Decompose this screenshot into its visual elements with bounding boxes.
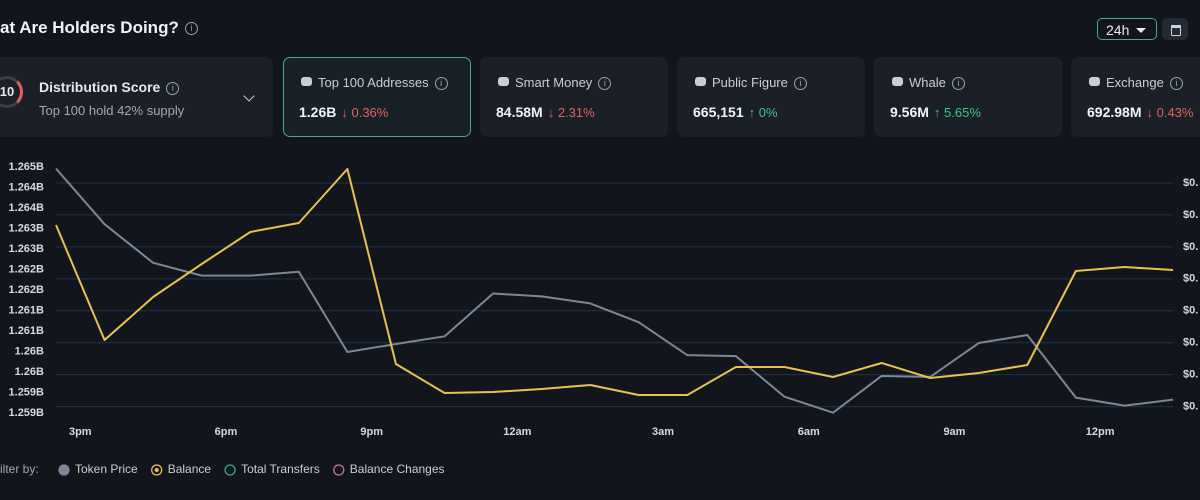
y-tick-label: 1.264B [9,202,45,214]
legend-marker[interactable] [151,464,163,476]
info-icon[interactable]: i [184,22,198,36]
holder-card[interactable]: Exchange i 692.98M ↓ 0.43% [1071,57,1200,137]
card-label: Top 100 Addresses i [318,75,448,91]
y-tick-label: 1.262B [9,284,45,296]
y2-tick-label: $0. [1183,241,1198,253]
y-tick-label: 1.264B [9,181,45,193]
card-label: Smart Money i [515,75,612,91]
distribution-card[interactable]: 10 Distribution Score i Top 100 hold 42% … [0,57,273,137]
y-tick-label: 1.26B [15,366,44,378]
card-label-text: Public Figure [712,75,788,90]
card-change: ↑ 0% [748,105,778,120]
info-icon[interactable]: i [793,77,807,91]
y-tick-label: 1.263B [9,243,45,255]
card-label: Public Figure i [712,75,807,91]
y-tick-label: 1.259B [9,407,45,419]
legend-title: ilter by: [0,462,39,476]
legend-marker[interactable] [224,464,236,476]
card-label-text: Smart Money [515,75,593,90]
info-icon[interactable]: i [951,77,965,91]
title-text: at Are Holders Doing? [0,18,179,37]
x-tick-label: 6am [798,426,820,438]
card-icon [892,77,903,86]
series-line [55,168,1174,397]
card-change: ↑ 5.65% [933,105,981,120]
y2-tick-label: $0. [1183,209,1198,221]
y2-tick-label: $0. [1183,273,1198,285]
card-value-text: 9.56M [890,104,929,120]
y2-tick-label: $0. [1183,305,1198,317]
card-value-text: 1.26B [299,104,337,120]
card-value-text: 692.98M [1087,104,1142,120]
card-label-text: Exchange [1106,75,1164,90]
x-tick-label: 9pm [360,426,383,438]
card-label-text: Whale [909,75,946,90]
holder-card[interactable]: Whale i 9.56M ↑ 5.65% [874,57,1062,137]
card-change: ↓ 0.43% [1146,105,1194,120]
card-value: 84.58M ↓ 2.31% [496,104,595,120]
card-value: 1.26B ↓ 0.36% [299,104,388,120]
card-label: Exchange i [1106,75,1183,91]
y2-tick-label: $0. [1183,177,1198,189]
distribution-title-text: Distribution Score [39,79,161,95]
y2-tick-label: $0. [1183,337,1198,349]
calendar-button[interactable] [1162,18,1188,40]
y-tick-label: 1.26B [15,345,44,357]
y-tick-label: 1.262B [9,263,45,275]
distribution-title: Distribution Score i [39,79,180,95]
holder-card[interactable]: Public Figure i 665,151 ↑ 0% [677,57,865,137]
card-value-text: 84.58M [496,104,543,120]
holder-card[interactable]: Smart Money i 84.58M ↓ 2.31% [480,57,668,137]
card-change: ↓ 0.36% [341,105,389,120]
legend-marker[interactable] [333,464,345,476]
legend-label[interactable]: Token Price [75,462,138,476]
y-tick-label: 1.263B [9,222,45,234]
info-icon[interactable]: i [434,77,448,91]
info-icon[interactable]: i [1169,77,1183,91]
x-tick-label: 3am [652,426,674,438]
y-tick-label: 1.261B [9,304,45,316]
series-line [55,167,1174,414]
card-label-text: Top 100 Addresses [318,75,429,90]
period-dropdown[interactable]: 24h [1097,18,1157,40]
card-icon [695,77,706,86]
legend-label[interactable]: Total Transfers [241,462,320,476]
card-icon [301,77,312,86]
legend-marker[interactable] [58,464,70,476]
x-tick-label: 3pm [69,426,92,438]
card-icon [1089,77,1100,86]
x-tick-label: 12am [503,426,531,438]
distribution-subtitle: Top 100 hold 42% supply [39,103,185,118]
x-tick-label: 12pm [1086,426,1115,438]
card-value: 9.56M ↑ 5.65% [890,104,981,120]
y2-tick-label: $0. [1183,369,1198,381]
info-icon[interactable]: i [598,77,612,91]
x-tick-label: 6pm [215,426,238,438]
info-icon[interactable]: i [166,81,180,95]
score-ring: 10 [0,76,23,108]
card-label: Whale i [909,75,965,91]
y-tick-label: 1.261B [9,325,45,337]
legend-label[interactable]: Balance [168,462,212,476]
card-value: 692.98M ↓ 0.43% [1087,104,1193,120]
card-value: 665,151 ↑ 0% [693,104,778,120]
y2-tick-label: $0. [1183,401,1198,413]
y-tick-label: 1.259B [9,386,45,398]
legend-check [154,468,159,472]
card-change: ↓ 2.31% [547,105,595,120]
y-tick-label: 1.265B [9,161,45,173]
x-tick-label: 9am [943,426,965,438]
card-icon [498,77,509,86]
legend-label[interactable]: Balance Changes [350,462,445,476]
holder-card[interactable]: Top 100 Addresses i 1.26B ↓ 0.36% [283,57,471,137]
card-value-text: 665,151 [693,104,744,120]
section-title: at Are Holders Doing? i [0,18,198,38]
